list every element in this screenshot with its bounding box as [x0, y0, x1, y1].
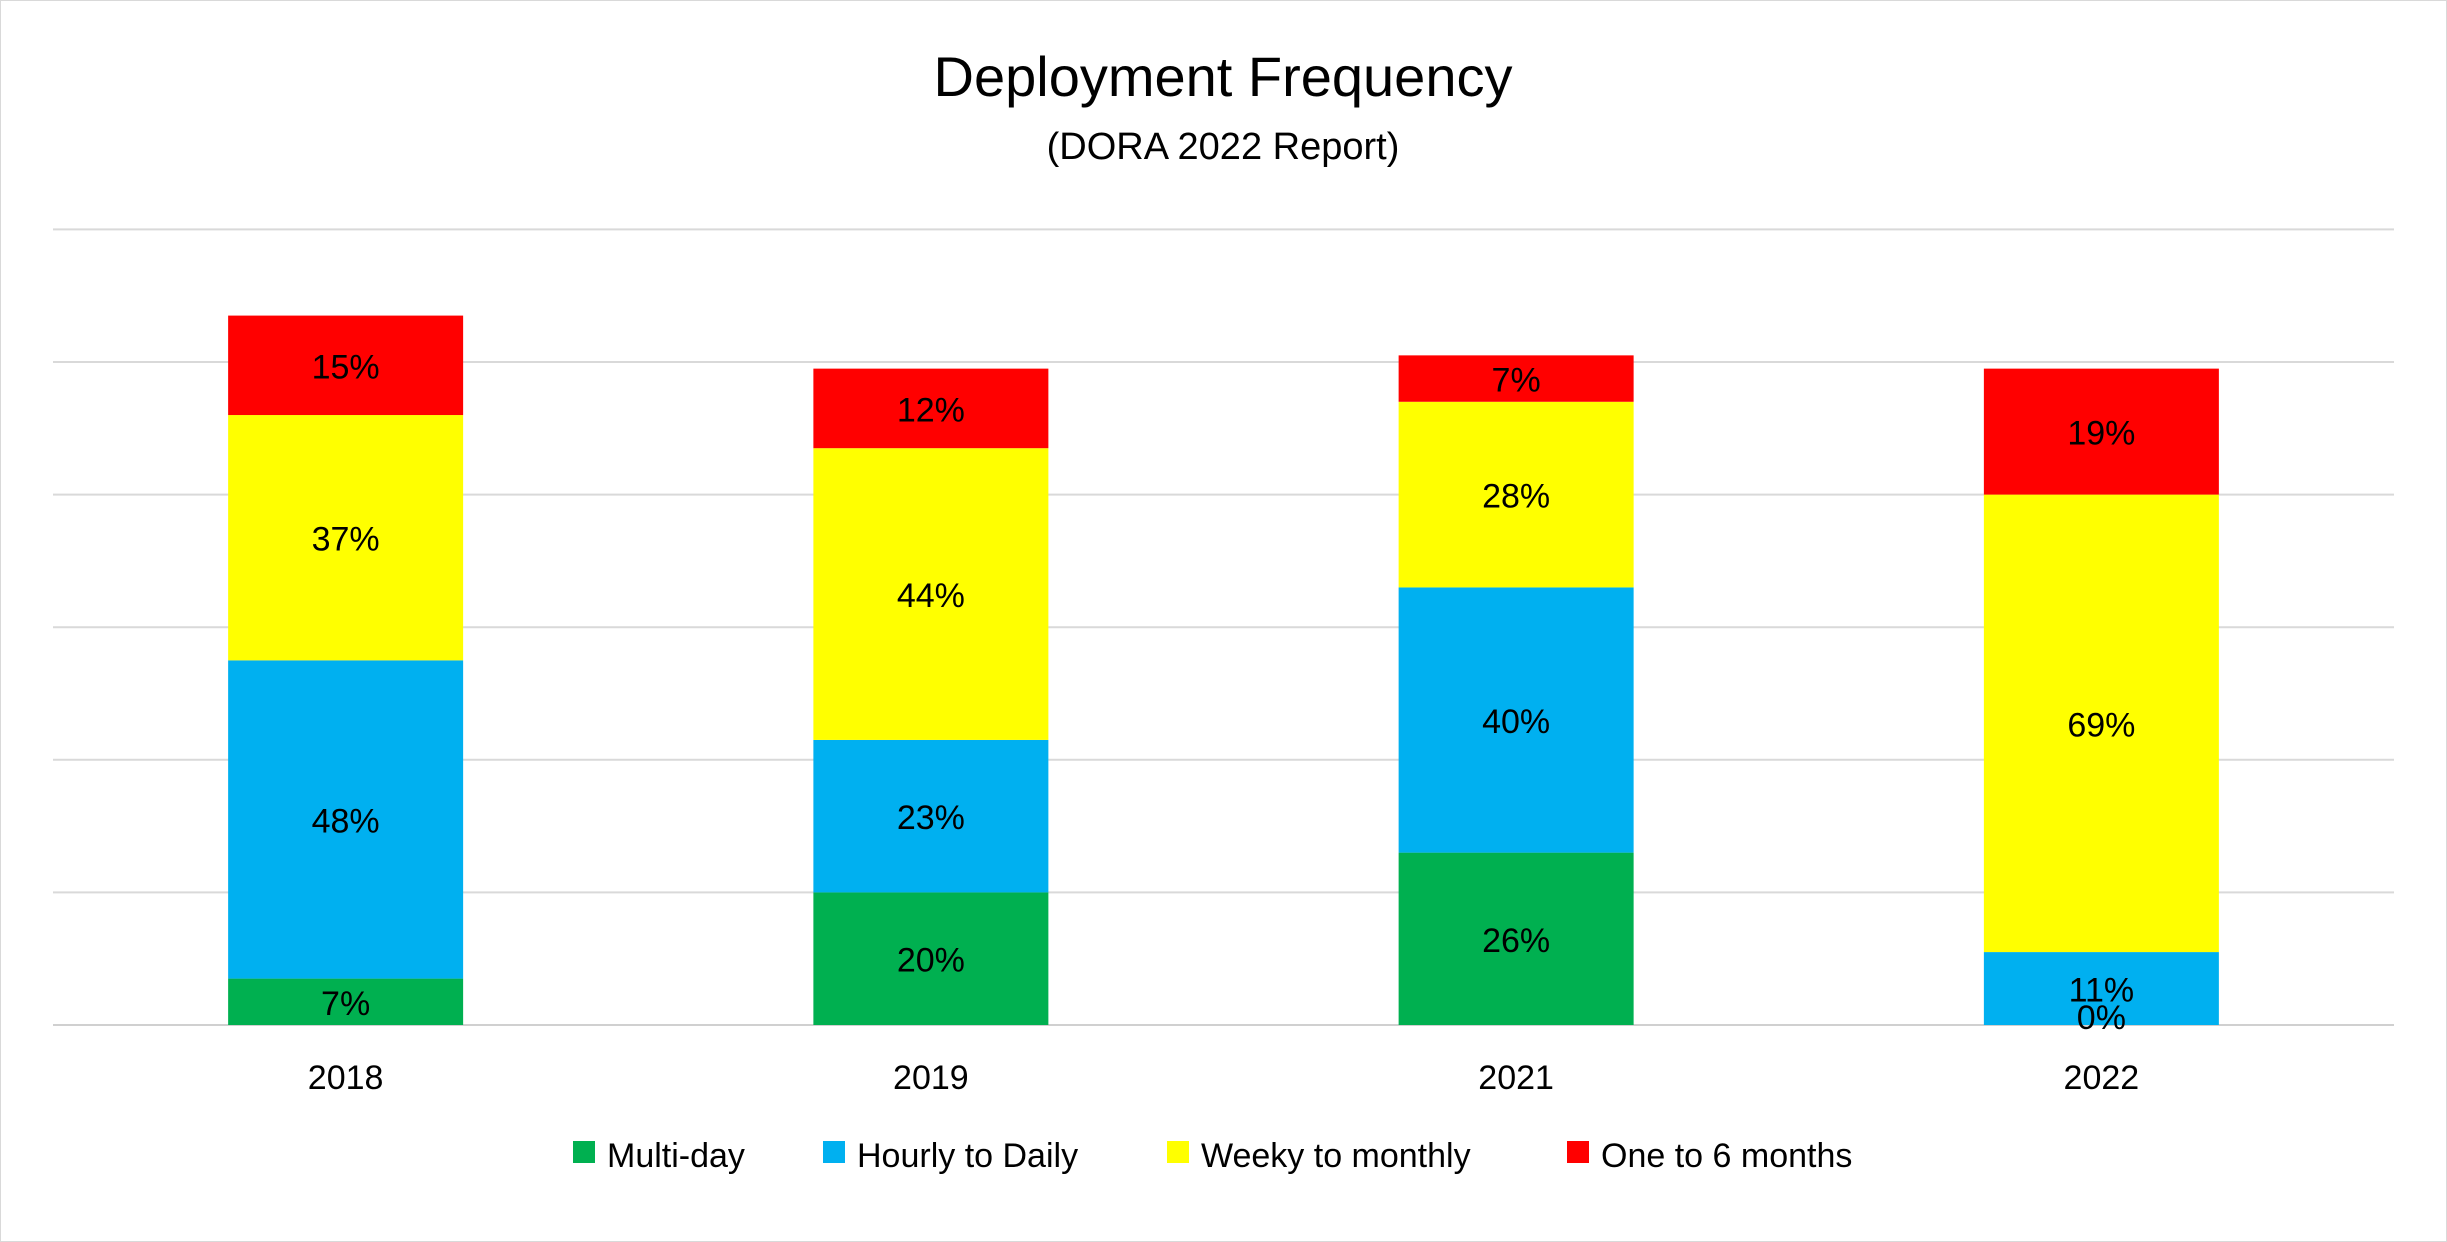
bar-segment: [813, 739, 1049, 893]
bar-segment: [1398, 355, 1634, 402]
chart-subtitle: (DORA 2022 Report): [1047, 126, 1400, 168]
legend-swatch: [1167, 1141, 1189, 1163]
legend-item: Hourly to Daily: [823, 1137, 1078, 1175]
bar-segment: [1398, 587, 1634, 853]
legend-label: One to 6 months: [1601, 1137, 1852, 1175]
bar-segment: [228, 415, 464, 661]
x-axis: 2018 2019 2021 2022: [308, 1059, 2139, 1097]
bar-segment: [813, 892, 1049, 1025]
data-label: 20%: [897, 942, 965, 980]
data-labels: 7% 48% 37% 15% 20% 23% 44% 12% 26% 40% 28% 7% 0%11% 6…: [312, 348, 2136, 1037]
legend: Multi-day Hourly to Daily Weeky to monthly…: [573, 1137, 1852, 1175]
x-tick-label: 2018: [308, 1059, 384, 1097]
legend-label: Hourly to Daily: [857, 1137, 1078, 1175]
data-label: 48%: [312, 802, 380, 840]
data-label: 19%: [2067, 415, 2135, 453]
legend-swatch: [823, 1141, 845, 1163]
data-label: 7%: [321, 985, 370, 1023]
data-label: 0%: [2077, 999, 2126, 1037]
bar-segment: [1398, 852, 1634, 1025]
data-label: 11%: [2069, 972, 2135, 1010]
bar-segment: [813, 448, 1049, 740]
legend-item: Multi-day: [573, 1137, 745, 1175]
bar-segment: [228, 978, 464, 1025]
data-label: 7%: [1492, 362, 1541, 400]
bar-segment: [813, 368, 1049, 449]
bar-segment: [1398, 401, 1634, 588]
bar-segment: [1983, 368, 2219, 495]
bar-segment: [1983, 494, 2219, 953]
legend-item: Weeky to monthly: [1167, 1137, 1471, 1175]
data-label: 28%: [1482, 478, 1550, 516]
data-label: 26%: [1482, 922, 1550, 960]
x-tick-label: 2021: [1478, 1059, 1554, 1097]
x-tick-label: 2019: [893, 1059, 969, 1097]
x-tick-label: 2022: [2064, 1059, 2140, 1097]
legend-item: One to 6 months: [1567, 1137, 1852, 1175]
bar-segment: [228, 660, 464, 979]
bar-segment: [228, 315, 464, 416]
chart-title: Deployment Frequency: [934, 45, 1513, 108]
bar-segment: [1983, 952, 2219, 1025]
data-label: 69%: [2067, 706, 2135, 744]
legend-swatch: [573, 1141, 595, 1163]
legend-swatch: [1567, 1141, 1589, 1163]
data-label: 40%: [1482, 703, 1550, 741]
data-label: 37%: [312, 521, 380, 559]
legend-label: Multi-day: [607, 1137, 745, 1175]
data-label: 15%: [312, 348, 380, 386]
legend-label: Weeky to monthly: [1201, 1137, 1471, 1175]
data-label: 12%: [897, 391, 965, 429]
data-label: 44%: [897, 577, 965, 615]
data-label: 23%: [897, 799, 965, 837]
bars: [228, 315, 2219, 1025]
